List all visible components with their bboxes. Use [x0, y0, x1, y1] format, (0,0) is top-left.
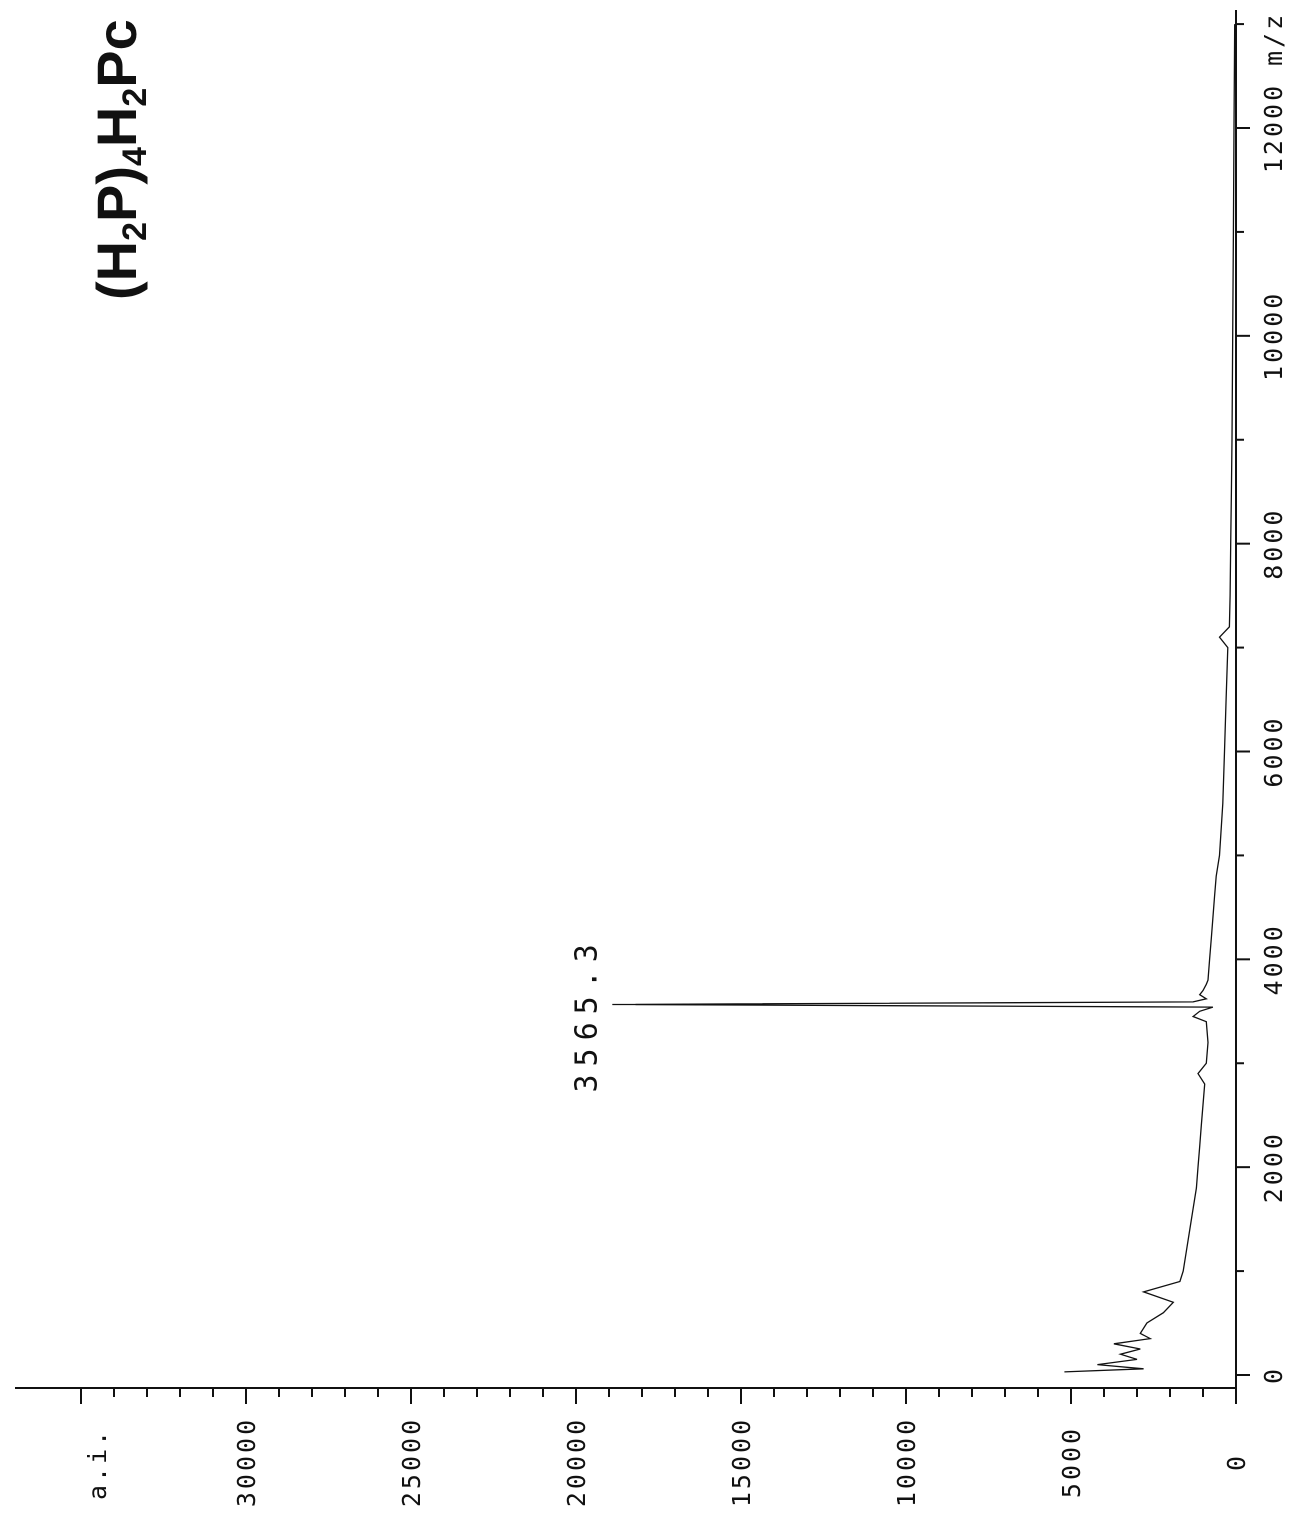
x-tick-label: 0 [1259, 1366, 1288, 1384]
title-part-2: 2 [116, 222, 154, 241]
x-tick-label: 10000 [1259, 291, 1288, 381]
peak-labels: 3565.3 [569, 936, 604, 1092]
title-part-4: 4 [116, 147, 154, 166]
y-tick-label: 30000 [232, 1417, 261, 1507]
title-part-1: (H [85, 241, 148, 300]
axis-ticks [80, 23, 1250, 1404]
axis-tick-labels: 0 2000 4000 6000 8000 10000 12000 0 5000 10000 150… [232, 83, 1288, 1507]
spectrum-trace-group [612, 24, 1236, 1373]
chart-title: (H2P)4H2Pc [85, 19, 154, 300]
y-tick-label: 0 [1222, 1453, 1251, 1471]
x-axis-label: m/z [1259, 12, 1288, 66]
x-tick-label: 4000 [1259, 923, 1288, 995]
title-part-5: H [85, 107, 148, 147]
y-axis-label: a.i. [83, 1428, 112, 1500]
x-tick-label: 2000 [1259, 1131, 1288, 1203]
y-tick-label: 25000 [397, 1417, 426, 1507]
x-tick-label: 8000 [1259, 508, 1288, 580]
y-tick-label: 15000 [727, 1417, 756, 1507]
y-tick-label: 5000 [1057, 1426, 1086, 1498]
title-part-3: P) [85, 166, 148, 222]
spectrum-line [612, 24, 1236, 1373]
y-tick-label: 10000 [892, 1417, 921, 1507]
peak-label: 3565.3 [569, 936, 604, 1092]
x-tick-label: 6000 [1259, 715, 1288, 787]
title-part-6: 2 [116, 88, 154, 107]
y-tick-label: 20000 [562, 1417, 591, 1507]
x-tick-label: 12000 [1259, 83, 1288, 173]
title-part-7: Pc [85, 19, 148, 88]
